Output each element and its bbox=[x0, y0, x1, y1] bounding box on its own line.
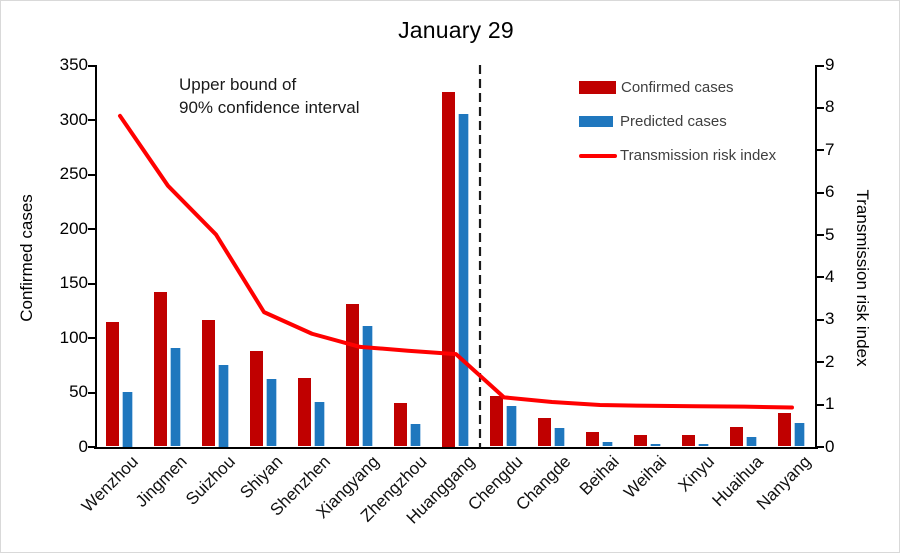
predicted-bar-chengdu bbox=[505, 406, 517, 447]
confirmed-bar-shenzhen bbox=[298, 377, 311, 447]
right-axis-tick bbox=[817, 403, 824, 406]
right-axis-spine bbox=[815, 65, 817, 449]
confirmed-bar-wenzhou bbox=[106, 322, 119, 447]
annotation-upper-bound: Upper bound of 90% confidence interval bbox=[179, 73, 360, 119]
predicted-bar-beihai bbox=[601, 442, 613, 447]
right-axis-tick bbox=[817, 106, 824, 109]
legend-label-confirmed: Confirmed cases bbox=[621, 79, 734, 96]
left-axis-tick bbox=[88, 228, 95, 230]
right-axis-tick bbox=[817, 318, 824, 321]
left-axis-tick bbox=[88, 119, 95, 121]
legend-label-predicted: Predicted cases bbox=[620, 113, 727, 130]
predicted-bar-huanggang bbox=[457, 114, 469, 447]
confirmed-bar-huaihua bbox=[730, 426, 743, 447]
left-axis-tick-label: 350 bbox=[59, 55, 88, 74]
right-axis-tick bbox=[817, 191, 824, 194]
confirmed-bar-zhengzhou bbox=[394, 402, 407, 447]
confirmed-swatch-icon bbox=[579, 81, 616, 94]
confirmed-bar-shiyan bbox=[250, 350, 263, 447]
right-axis-tick bbox=[817, 361, 824, 364]
confirmed-bar-xinyu bbox=[682, 434, 695, 447]
x-label-suizhou: Suizhou bbox=[181, 452, 239, 509]
x-axis-line bbox=[94, 446, 818, 449]
left-axis-tick-label: 300 bbox=[59, 109, 88, 129]
right-axis-tick-label: 2 bbox=[825, 351, 835, 371]
right-axis-tick-label: 6 bbox=[825, 182, 835, 202]
legend-item-confirmed: Confirmed cases bbox=[579, 79, 776, 96]
left-axis-tick bbox=[88, 173, 95, 176]
left-axis-tick bbox=[88, 337, 95, 339]
predicted-bar-changde bbox=[553, 427, 565, 447]
predicted-bar-suizhou bbox=[217, 364, 229, 447]
risk-line-swatch-icon bbox=[579, 153, 617, 158]
right-axis-tick-label: 5 bbox=[825, 224, 835, 244]
predicted-bar-nanyang bbox=[793, 422, 805, 447]
legend: Confirmed cases Predicted cases Transmis… bbox=[579, 79, 777, 182]
confirmed-bar-weihai bbox=[634, 434, 647, 447]
right-axis-tick-label: 3 bbox=[825, 309, 835, 329]
x-label-weihai: Weihai bbox=[620, 452, 671, 502]
left-axis-tick bbox=[88, 446, 95, 448]
confirmed-bar-beihai bbox=[586, 432, 599, 447]
legend-label-risk: Transmission risk index bbox=[620, 147, 777, 164]
left-axis-tick-label: 100 bbox=[59, 327, 88, 347]
confirmed-bar-chengdu bbox=[490, 396, 503, 447]
right-axis-tick bbox=[817, 234, 824, 237]
confirmed-bar-huanggang bbox=[442, 92, 455, 447]
confirmed-bar-xiangyang bbox=[346, 303, 359, 447]
right-axis-tick-label: 1 bbox=[825, 394, 835, 414]
predicted-bar-xiangyang bbox=[361, 325, 373, 447]
right-axis-title: Transmission risk index bbox=[853, 189, 872, 367]
right-axis-tick bbox=[817, 276, 824, 279]
x-label-wenzhou: Wenzhou bbox=[78, 452, 143, 517]
predicted-bar-jingmen bbox=[169, 348, 181, 447]
legend-item-predicted: Predicted cases bbox=[579, 113, 776, 130]
confirmed-bar-changde bbox=[538, 418, 551, 447]
left-axis-tick-label: 0 bbox=[78, 436, 88, 456]
left-axis-tick-label: 250 bbox=[59, 164, 88, 183]
predicted-bar-xinyu bbox=[697, 444, 709, 447]
legend-item-risk: Transmission risk index bbox=[579, 147, 777, 164]
predicted-bar-shenzhen bbox=[313, 401, 325, 447]
left-axis-tick-label: 150 bbox=[59, 273, 88, 292]
left-axis-title: Confirmed cases bbox=[17, 194, 36, 322]
confirmed-bar-suizhou bbox=[202, 320, 215, 447]
left-axis-tick bbox=[88, 282, 95, 285]
predicted-bar-zhengzhou bbox=[409, 423, 421, 447]
predicted-bar-huaihua bbox=[745, 436, 757, 447]
annotation-line-1: Upper bound of bbox=[179, 75, 297, 94]
x-label-beihai: Beihai bbox=[575, 452, 623, 499]
x-label-xinyu: Xinyu bbox=[674, 452, 719, 496]
predicted-bar-weihai bbox=[649, 444, 661, 447]
x-label-jingmen: Jingmen bbox=[131, 452, 191, 511]
left-axis-tick bbox=[88, 391, 95, 394]
chart-title: January 29 bbox=[398, 17, 514, 43]
predicted-swatch-icon bbox=[579, 116, 613, 127]
predicted-bar-shiyan bbox=[265, 378, 277, 447]
left-axis-tick bbox=[88, 64, 95, 67]
right-axis-tick-label: 0 bbox=[825, 436, 835, 456]
right-axis-tick bbox=[817, 446, 824, 448]
right-axis-tick bbox=[817, 64, 824, 67]
right-axis-tick-label: 9 bbox=[825, 55, 835, 74]
right-axis-tick bbox=[817, 149, 824, 152]
right-axis-tick-label: 8 bbox=[825, 97, 835, 117]
right-axis-tick-label: 7 bbox=[825, 139, 835, 159]
annotation-line-2: 90% confidence interval bbox=[179, 98, 360, 117]
confirmed-bar-jingmen bbox=[154, 291, 167, 447]
right-axis-tick-label: 4 bbox=[825, 266, 835, 286]
left-axis-tick-label: 200 bbox=[59, 218, 88, 238]
confirmed-bar-nanyang bbox=[778, 412, 791, 447]
left-axis-tick-label: 50 bbox=[69, 382, 88, 401]
predicted-bar-wenzhou bbox=[121, 392, 133, 447]
left-axis-spine bbox=[95, 65, 97, 449]
